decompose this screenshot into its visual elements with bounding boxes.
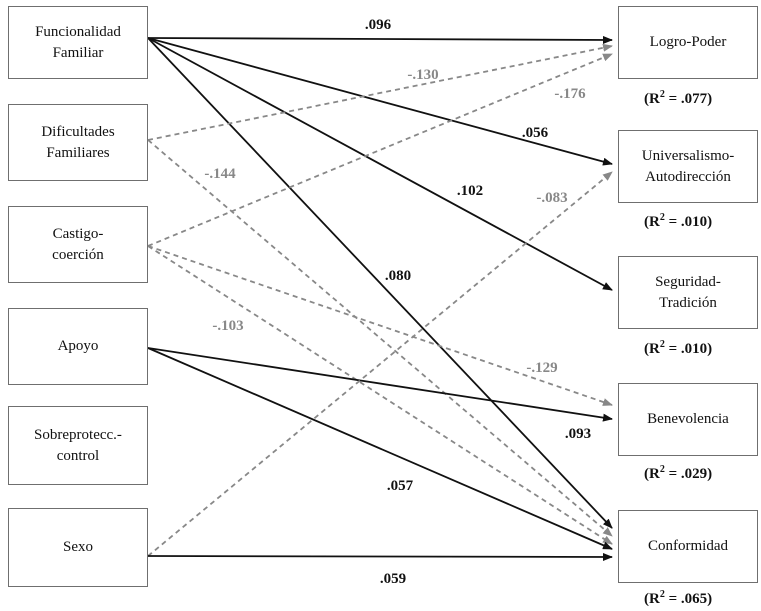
- path-arrow-ff-lp: [147, 35, 613, 44]
- path-coefficient-ap-be: .093: [565, 426, 591, 442]
- path-arrow-ff-ua: [147, 37, 613, 166]
- path-coefficient-df-lp: -.130: [407, 67, 438, 83]
- path-arrow-cc-lp: [147, 53, 613, 247]
- path-arrow-ap-be: [147, 347, 613, 422]
- outcome-label-line1: Logro-Poder: [649, 34, 727, 50]
- outcome-label-line1: Universalismo-: [641, 147, 735, 164]
- outcome-label-line1: Benevolencia: [647, 411, 729, 427]
- path-coefficient-cc-lp: -.176: [554, 86, 586, 102]
- predictor-label-line2: Familiar: [52, 44, 104, 61]
- outcome-box-seguridad-tradicion: Seguridad- Tradición: [618, 256, 758, 329]
- outcome-label-line2: Autodirección: [645, 168, 731, 185]
- predictor-label-line1: Sobreprotecc.-: [34, 426, 122, 443]
- path-coefficient-cc-co: -.103: [212, 318, 243, 334]
- path-arrow-ap-co: [147, 347, 613, 550]
- predictor-label-line1: Apoyo: [57, 338, 99, 354]
- path-coefficient-ap-co: .057: [387, 478, 414, 494]
- r2-universalismo-autodireccion: (R2 = .010): [644, 212, 713, 230]
- predictor-label-line1: Castigo-: [52, 225, 104, 242]
- predictor-box-dificultades-familiares: Dificultades Familiares: [8, 104, 148, 181]
- predictor-label-line2: Familiares: [46, 144, 110, 161]
- r2-logro-poder: (R2 = .077): [644, 89, 713, 107]
- outcome-box-universalismo-autodireccion: Universalismo- Autodirección: [618, 130, 758, 203]
- predictor-box-funcionalidad-familiar: Funcionalidad Familiar: [8, 6, 148, 79]
- path-coefficient-ff-co: .080: [385, 268, 411, 284]
- path-coefficient-sx-co: .059: [380, 571, 406, 587]
- path-arrow-cc-co: [147, 245, 613, 545]
- path-coefficient-ff-lp: .096: [365, 17, 392, 33]
- predictor-box-sexo: Sexo: [8, 508, 148, 587]
- r2-seguridad-tradicion: (R2 = .010): [644, 339, 713, 357]
- path-coefficient-ff-st: .102: [457, 183, 483, 199]
- predictor-label-line1: Funcionalidad: [35, 23, 121, 40]
- predictor-box-castigo-coercion: Castigo-coerción: [8, 206, 148, 283]
- outcome-label-line2: Tradición: [659, 294, 717, 311]
- predictor-label-line1: Sexo: [63, 539, 93, 555]
- path-coefficient-ff-ua: .056: [522, 125, 549, 141]
- predictor-box-sobreproteccion-control: Sobreprotecc.- control: [8, 406, 148, 485]
- path-arrow-cc-be: [147, 245, 613, 406]
- path-arrow-sx-co: [147, 552, 613, 561]
- path-arrow-df-co: [147, 139, 613, 537]
- r2-conformidad: (R2 = .065): [644, 589, 713, 607]
- path-coefficient-sx-ua: -.083: [536, 190, 567, 206]
- predictor-label-line2: coerción: [52, 246, 104, 263]
- path-arrow-sx-ua: [147, 171, 613, 557]
- outcome-label-line1: Seguridad-: [655, 273, 721, 290]
- predictor-label-line2: control: [56, 447, 100, 464]
- predictor-label-line1: Dificultades: [41, 123, 115, 140]
- path-coefficient-df-co: -.144: [204, 166, 236, 182]
- outcome-box-benevolencia: Benevolencia: [618, 383, 758, 456]
- outcome-box-logro-poder: Logro-Poder: [618, 6, 758, 79]
- r2-benevolencia: (R2 = .029): [644, 464, 713, 482]
- path-coefficient-cc-be: -.129: [526, 360, 557, 376]
- path-arrow-ff-co: [147, 37, 613, 529]
- path-arrow-ff-st: [147, 37, 613, 291]
- outcome-box-conformidad: Conformidad: [618, 510, 758, 583]
- outcome-label-line1: Conformidad: [648, 538, 728, 554]
- predictor-box-apoyo: Apoyo: [8, 308, 148, 385]
- path-arrow-df-lp: [147, 43, 613, 141]
